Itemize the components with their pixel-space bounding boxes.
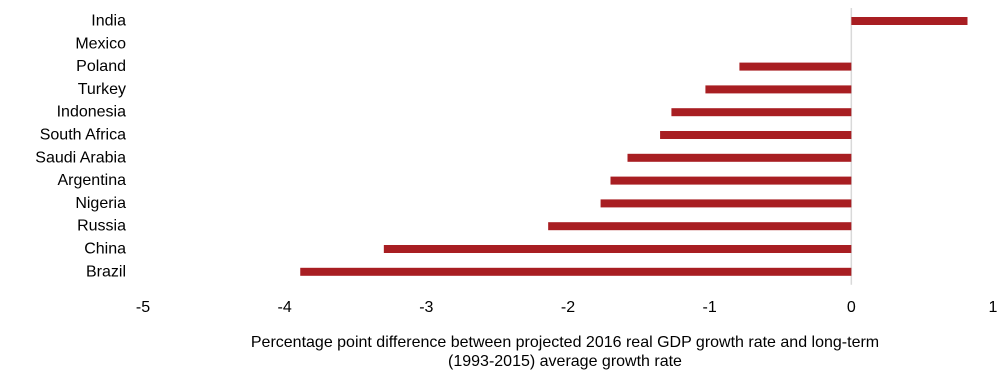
category-label-turkey: Turkey — [78, 81, 126, 98]
x-tick-label: 0 — [847, 299, 856, 316]
x-tick-labels: -5 -4 -3 -2 -1 0 1 — [136, 299, 998, 316]
bar-india — [851, 17, 968, 25]
x-tick-label: -1 — [703, 299, 717, 316]
bar-brazil — [300, 267, 852, 276]
bar-nigeria — [600, 199, 852, 208]
bar-russia — [548, 222, 852, 231]
category-label-nigeria: Nigeria — [75, 195, 126, 212]
category-label-brazil: Brazil — [86, 263, 126, 280]
category-label-russia: Russia — [77, 218, 126, 235]
x-axis-title-line: Percentage point difference between proj… — [251, 334, 879, 351]
bar-argentina — [610, 176, 852, 185]
x-tick-label: 1 — [989, 299, 998, 316]
category-label-india: India — [91, 13, 126, 30]
x-tick-label: -4 — [278, 299, 292, 316]
category-label-mexico: Mexico — [75, 35, 126, 52]
category-label-argentina: Argentina — [58, 172, 127, 189]
bar-poland — [739, 62, 852, 71]
category-label-china: China — [84, 241, 126, 258]
bar-saudi-arabia — [627, 153, 852, 162]
x-tick-label: -5 — [136, 299, 150, 316]
category-labels: India Mexico Poland Turkey Indonesia South Af… — [35, 13, 126, 281]
bar-indonesia — [671, 108, 852, 117]
x-axis-title: Percentage point difference between proj… — [251, 334, 879, 370]
category-label-saudi-arabia: Saudi Arabia — [35, 149, 126, 166]
category-label-south-africa: South Africa — [40, 127, 126, 144]
bar-turkey — [705, 85, 852, 94]
x-axis-title-line: (1993-2015) average growth rate — [448, 353, 682, 370]
x-tick-label: -3 — [419, 299, 433, 316]
bar-china — [383, 245, 852, 253]
category-label-indonesia: Indonesia — [57, 104, 126, 121]
bar-south-africa — [660, 131, 852, 139]
bars-group — [300, 17, 968, 276]
x-tick-label: -2 — [561, 299, 575, 316]
category-label-poland: Poland — [76, 58, 126, 75]
